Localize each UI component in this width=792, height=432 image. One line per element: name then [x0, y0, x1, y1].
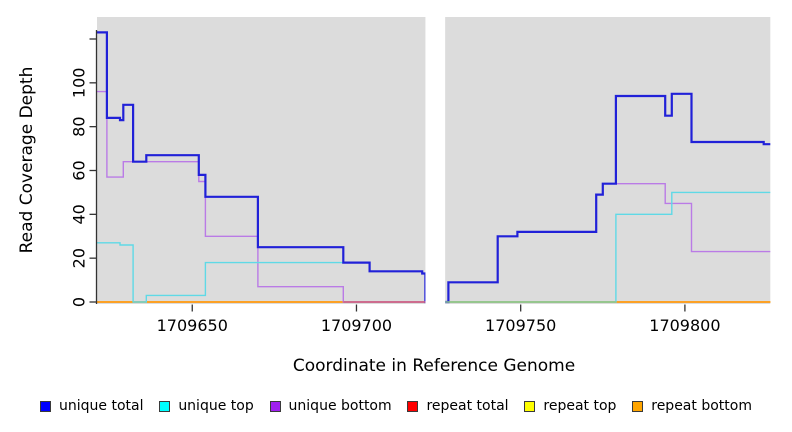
unique-total-swatch-icon: [40, 400, 51, 412]
unique-bottom-swatch-icon: [269, 400, 281, 412]
y-tick-label: 60: [70, 160, 89, 180]
x-tick-label: 1709800: [649, 316, 720, 335]
legend-label: unique bottom: [288, 398, 392, 414]
legend-item-repeat-top: repeat top: [524, 398, 616, 414]
legend-item-unique-top: unique top: [159, 398, 254, 414]
legend-item-unique-total: unique total: [40, 398, 143, 414]
y-tick-label: 80: [70, 116, 89, 136]
x-axis-title: Coordinate in Reference Genome: [292, 356, 576, 376]
series-line-unique-total: [97, 31, 771, 304]
x-tick-label: 1709700: [321, 316, 392, 335]
y-tick-label: 40: [70, 204, 89, 224]
legend-label: repeat total: [426, 398, 509, 414]
legend-label: unique top: [178, 398, 254, 414]
legend-item-repeat-bottom: repeat bottom: [632, 398, 752, 414]
repeat-top-swatch-icon: [524, 400, 536, 412]
legend: unique total unique top unique bottom re…: [40, 398, 754, 414]
y-tick-label: 20: [70, 248, 89, 268]
legend-label: unique total: [59, 398, 144, 414]
coverage-gap-band: [425, 17, 446, 304]
y-axis-title: Read Coverage Depth: [17, 66, 37, 254]
y-tick-label: 0: [70, 297, 89, 307]
legend-label: repeat bottom: [651, 398, 752, 414]
x-tick-label: 1709750: [485, 316, 556, 335]
unique-top-swatch-icon: [159, 400, 171, 412]
y-tick-label: 100: [70, 68, 89, 99]
repeat-total-swatch-icon: [407, 400, 419, 412]
legend-item-unique-bottom: unique bottom: [269, 398, 392, 414]
x-tick-label: 1709650: [157, 316, 228, 335]
legend-label: repeat top: [543, 398, 617, 414]
repeat-bottom-swatch-icon: [632, 400, 644, 412]
legend-item-repeat-total: repeat total: [407, 398, 509, 414]
